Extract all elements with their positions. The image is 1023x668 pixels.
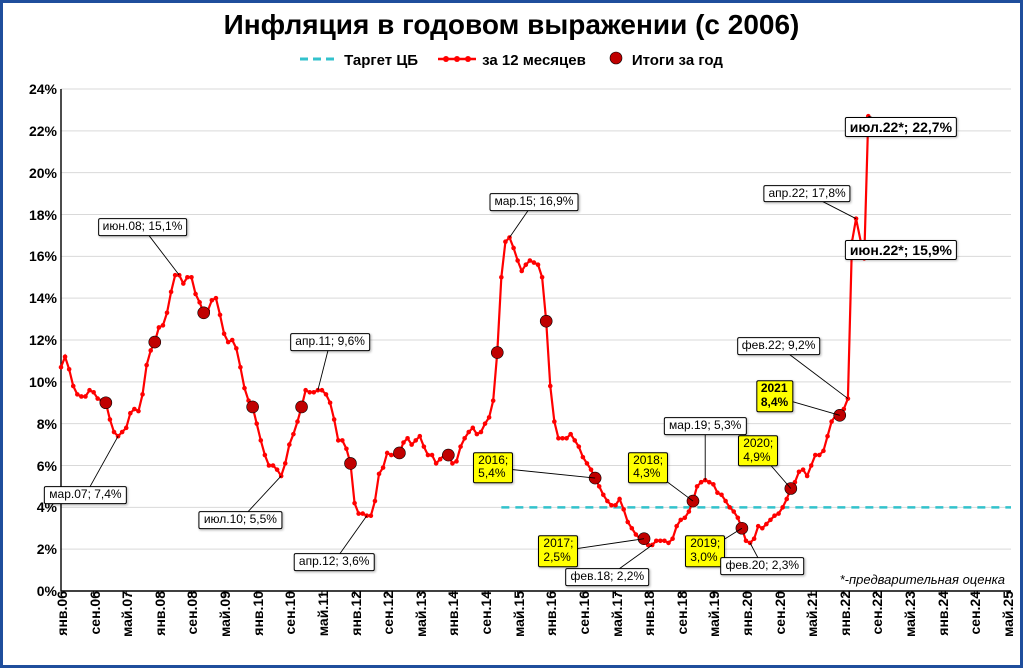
y-tick-label: 10% xyxy=(29,374,61,390)
data-callout: 2016;5,4% xyxy=(473,452,513,484)
x-tick-label: сен.20 xyxy=(770,591,788,635)
data-callout: фев.18; 2,2% xyxy=(566,568,650,586)
x-tick-label: сен.16 xyxy=(574,591,592,635)
y-tick-label: 22% xyxy=(29,123,61,139)
data-callout: фев.20; 2,3% xyxy=(720,557,804,575)
data-callout: июл.10; 5,5% xyxy=(199,511,282,529)
x-tick-label: сен.24 xyxy=(965,591,983,635)
y-tick-label: 14% xyxy=(29,290,61,306)
x-tick-label: май.15 xyxy=(509,591,527,637)
data-callout: 2018;4,3% xyxy=(628,452,668,484)
legend-item: Таргет ЦБ xyxy=(300,52,418,69)
x-tick-label: май.25 xyxy=(998,591,1016,637)
data-callout: мар.19; 5,3% xyxy=(664,417,746,435)
x-tick-label: май.19 xyxy=(704,591,722,637)
data-callout: июн.22*; 15,9% xyxy=(845,240,957,260)
y-tick-label: 12% xyxy=(29,332,61,348)
x-tick-label: янв.10 xyxy=(248,591,266,636)
x-tick-label: май.13 xyxy=(411,591,429,637)
x-tick-label: май.21 xyxy=(802,591,820,637)
y-tick-label: 8% xyxy=(37,416,61,432)
plot-area: 0%2%4%6%8%10%12%14%16%18%20%22%24% янв.0… xyxy=(61,89,1011,591)
footnote: *-предварительная оценка xyxy=(840,572,1005,587)
x-tick-label: янв.16 xyxy=(541,591,559,636)
data-callout: 20218,4% xyxy=(756,381,793,413)
x-tick-label: янв.14 xyxy=(443,591,461,636)
y-tick-label: 20% xyxy=(29,165,61,181)
legend-item: Итоги за год xyxy=(606,51,723,69)
chart-frame: Инфляция в годовом выражении (с 2006) Та… xyxy=(0,0,1023,668)
x-tick-label: янв.20 xyxy=(737,591,755,636)
x-tick-label: сен.18 xyxy=(672,591,690,635)
y-tick-label: 24% xyxy=(29,81,61,97)
data-callout: мар.15; 16,9% xyxy=(489,193,578,211)
data-callout: апр.22; 17,8% xyxy=(764,185,851,203)
y-tick-label: 2% xyxy=(37,541,61,557)
x-tick-label: май.23 xyxy=(900,591,918,637)
data-callout: 2019;3,0% xyxy=(685,535,725,567)
x-tick-label: янв.12 xyxy=(346,591,364,636)
data-callout: июл.22*; 22,7% xyxy=(845,117,957,137)
x-tick-label: сен.14 xyxy=(476,591,494,635)
data-callout: фев.22; 9,2% xyxy=(737,337,821,355)
x-tick-label: янв.06 xyxy=(52,591,70,636)
x-tick-label: сен.22 xyxy=(867,591,885,635)
x-tick-label: янв.08 xyxy=(150,591,168,636)
x-tick-label: май.09 xyxy=(215,591,233,637)
y-tick-label: 18% xyxy=(29,207,61,223)
chart-title: Инфляция в годовом выражении (с 2006) xyxy=(3,9,1020,41)
data-callout: июн.08; 15,1% xyxy=(98,218,188,236)
x-tick-label: сен.08 xyxy=(182,591,200,635)
data-callout: мар.07; 7,4% xyxy=(44,486,126,504)
x-tick-label: сен.06 xyxy=(85,591,103,635)
x-tick-label: янв.18 xyxy=(639,591,657,636)
x-tick-label: янв.22 xyxy=(835,591,853,636)
x-tick-label: сен.10 xyxy=(280,591,298,635)
legend: Таргет ЦБ за 12 месяцев Итоги за год xyxy=(3,51,1020,69)
data-callout: 2020;4,9% xyxy=(738,435,778,467)
y-tick-label: 16% xyxy=(29,248,61,264)
data-callout: 2017;2,5% xyxy=(538,535,578,567)
x-tick-label: май.17 xyxy=(607,591,625,637)
x-tick-label: сен.12 xyxy=(378,591,396,635)
y-tick-label: 6% xyxy=(37,458,61,474)
x-tick-label: май.07 xyxy=(117,591,135,637)
data-callout: апр.12; 3,6% xyxy=(294,553,375,571)
data-callout: апр.11; 9,6% xyxy=(290,333,370,351)
x-tick-label: янв.24 xyxy=(933,591,951,636)
legend-item: за 12 месяцев xyxy=(438,52,586,69)
x-tick-label: май.11 xyxy=(313,591,331,636)
